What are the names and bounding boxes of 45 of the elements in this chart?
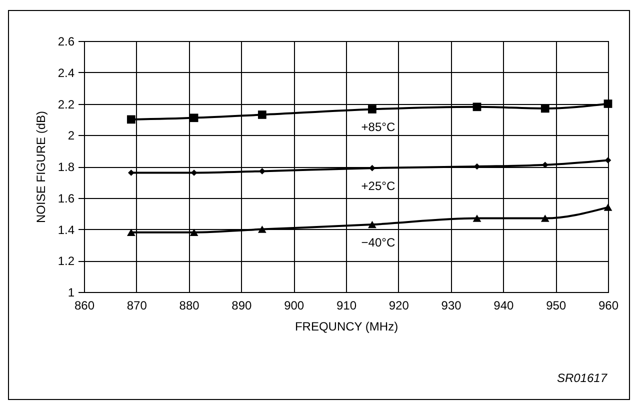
x-tick-label: 940 <box>494 298 514 312</box>
point <box>472 214 482 222</box>
x-tick-label: 900 <box>284 298 304 312</box>
point <box>190 228 198 236</box>
y-tick-label: 2.6 <box>58 34 75 48</box>
point <box>542 162 548 168</box>
point <box>604 100 612 108</box>
point <box>190 114 198 122</box>
x-tick-label: 890 <box>232 298 252 312</box>
x-tick-label: 870 <box>126 298 148 312</box>
point <box>540 104 550 113</box>
point <box>368 220 376 228</box>
series-label: −40°C <box>361 236 396 250</box>
y-tick-label: 1.2 <box>58 254 75 268</box>
text: SR01617 <box>556 371 607 385</box>
y-axis-title: NOISE FIGURE (dB) <box>34 110 48 224</box>
point <box>604 157 612 164</box>
x-tick-label: 880 <box>179 298 200 312</box>
point <box>190 170 198 176</box>
y-tick-label: 1 <box>68 286 75 300</box>
y-tick-label: 2 <box>68 128 75 143</box>
point <box>126 115 136 124</box>
x-tick-label: 910 <box>336 298 357 312</box>
point <box>126 228 136 236</box>
y-tick-label: 1.4 <box>58 222 75 237</box>
point <box>472 102 482 112</box>
point <box>540 214 550 222</box>
x-tick-label: 920 <box>388 298 410 312</box>
x-tick-label: 860 <box>74 298 95 312</box>
x-tick-label: 950 <box>546 298 566 312</box>
y-tick-label: 1.8 <box>58 160 75 174</box>
point <box>369 164 376 172</box>
point <box>258 226 266 233</box>
x-tick-label: 960 <box>598 298 619 312</box>
series-label: +85°C <box>361 120 396 134</box>
point <box>474 163 480 170</box>
y-tick-label: 2.2 <box>58 97 75 112</box>
y-tick-label: 1.6 <box>58 191 75 206</box>
x-tick-label: 930 <box>441 298 462 312</box>
y-tick-label: 2.4 <box>58 66 75 80</box>
x-axis-title: FREQUNCY (MHz) <box>294 320 398 334</box>
point <box>604 204 612 211</box>
point <box>368 105 376 114</box>
series-label: +25°C <box>361 179 396 194</box>
point <box>258 110 266 119</box>
